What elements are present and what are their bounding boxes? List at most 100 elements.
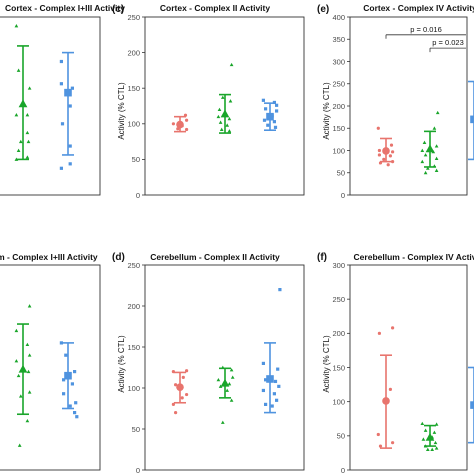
data-point [425,166,430,170]
data-point [229,62,234,67]
data-point [425,447,430,451]
y-tick-label: 300 [332,261,345,270]
panel-2-label: (c) [112,4,124,15]
data-point [25,155,30,159]
data-point [27,390,32,394]
panel-6-title: Cerebellum - Complex IV Activity [354,252,474,262]
plot-frame [349,264,468,471]
data-point [219,127,224,131]
y-tick-label: 150 [127,343,140,352]
data-point [264,107,268,111]
data-point [225,123,230,127]
panel-4 [0,264,101,471]
panel-5-ylabel: Activity (% CTL) [117,335,126,393]
data-point [228,99,233,103]
mean-marker [176,120,184,129]
y-tick-label: 100 [332,397,345,406]
data-point [185,127,189,132]
mean-marker [382,147,390,155]
mean-marker [425,432,435,441]
plot-frame [144,264,305,471]
data-point [18,394,23,398]
data-point [174,411,178,415]
data-point [423,153,428,157]
data-point [68,144,72,148]
data-point [230,375,235,379]
mean-marker [176,383,184,391]
y-tick-label: 100 [127,384,140,393]
y-tick-label: 50 [132,155,140,164]
data-point [377,153,381,157]
panel-3-title: Cortex - Complex IV Activity [363,3,474,13]
mean-marker [220,378,230,387]
data-point [421,437,426,441]
data-point [16,68,21,72]
data-point [430,447,435,451]
data-point [377,148,381,153]
y-tick-label: 200 [332,102,345,111]
data-point [174,383,178,387]
data-point [422,140,427,144]
data-point [185,392,189,397]
data-point [70,86,74,90]
data-point [68,162,72,166]
data-point [59,59,63,64]
panel-1 [0,16,101,196]
mean-marker [18,364,28,373]
data-point [275,109,279,113]
data-point [262,118,267,122]
data-point [70,382,74,386]
panel-3-label: (e) [317,4,329,15]
plot-frame [0,264,101,471]
data-point [432,126,437,130]
data-point [16,373,21,378]
data-point [266,123,270,127]
data-point [261,361,265,365]
data-point [229,368,234,372]
y-tick-label: 250 [332,295,345,304]
data-point [272,120,276,124]
panel-2: 0 50 100 150 200 250 [127,13,305,200]
data-point [14,24,19,28]
panel-5: 0 50 100 150 200 250 [127,261,305,474]
data-point [171,122,175,126]
panel-4-title: Cerebellum - Complex I+III Activity [0,252,98,262]
data-point [27,86,32,90]
data-point [218,120,223,124]
mean-marker [266,375,274,383]
y-tick-label: 300 [332,57,345,66]
data-point [433,440,438,445]
data-point [273,125,278,129]
data-point [420,148,425,152]
mean-marker [266,112,274,121]
y-tick-label: 250 [332,80,345,89]
panel-2-ylabel: Activity (% CTL) [117,82,126,140]
panel-5-title: Cerebellum - Complex II Activity [150,252,280,262]
data-point [68,104,72,108]
panel-2-title: Cortex - Complex II Activity [160,3,270,13]
data-point [377,331,381,335]
data-point [185,118,189,122]
y-tick-label: 0 [136,191,140,200]
data-point [276,367,280,371]
data-point [14,328,19,333]
data-point [62,392,66,396]
data-point [378,444,383,448]
data-point [227,382,232,386]
panel-6-ylabel: Activity (% CTL) [322,335,331,393]
panel-6-label: (f) [317,252,327,263]
data-point [68,404,72,408]
plot-frame [0,16,101,196]
y-tick-label: 150 [127,84,140,93]
data-point [14,113,19,117]
data-point [59,166,63,170]
data-point [435,110,440,115]
data-point [264,402,268,406]
data-point [388,154,392,158]
data-point [185,369,189,373]
data-point [25,113,30,117]
y-tick-label: 200 [332,329,345,338]
data-point [180,396,184,400]
y-tick-label: 200 [127,302,140,311]
data-point [227,129,232,133]
